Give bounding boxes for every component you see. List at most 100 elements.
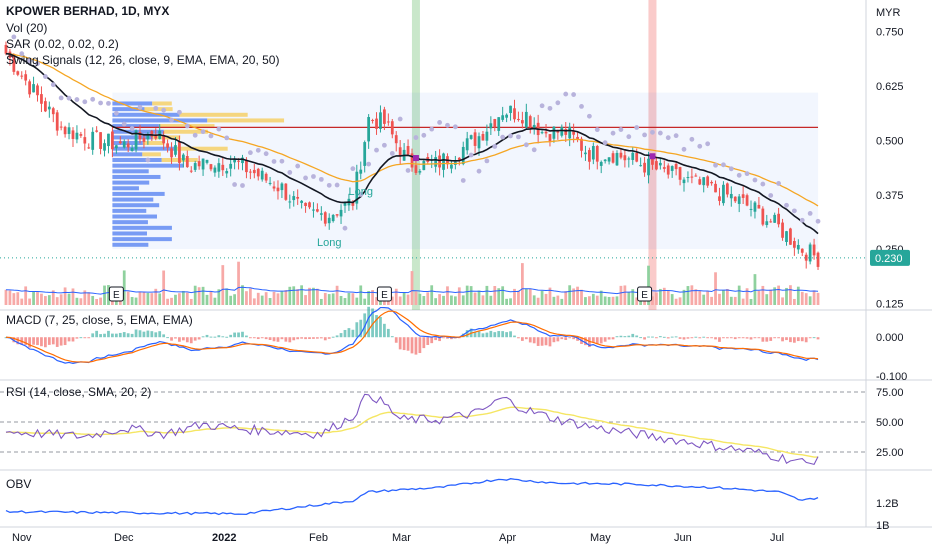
- candle-body[interactable]: [493, 119, 497, 128]
- candle-body[interactable]: [627, 158, 631, 160]
- candle-body[interactable]: [729, 193, 733, 199]
- candle-body[interactable]: [237, 160, 240, 162]
- candle-body[interactable]: [509, 105, 512, 114]
- candle-body[interactable]: [4, 44, 8, 54]
- candle-body[interactable]: [702, 177, 706, 186]
- candle-body[interactable]: [233, 158, 236, 163]
- candle-body[interactable]: [375, 118, 378, 129]
- candle-body[interactable]: [588, 150, 591, 162]
- candle-body[interactable]: [296, 196, 300, 199]
- candle-body[interactable]: [229, 163, 233, 169]
- candle-body[interactable]: [103, 143, 106, 151]
- candle-body[interactable]: [138, 132, 142, 140]
- candle-body[interactable]: [658, 162, 662, 166]
- candle-body[interactable]: [276, 187, 280, 192]
- candle-body[interactable]: [225, 171, 229, 174]
- candle-body[interactable]: [733, 196, 737, 202]
- candle-body[interactable]: [174, 145, 177, 155]
- candle-body[interactable]: [59, 126, 63, 128]
- candle-body[interactable]: [477, 136, 481, 149]
- candle-body[interactable]: [398, 147, 402, 157]
- candle-body[interactable]: [603, 159, 607, 162]
- candle-body[interactable]: [126, 143, 130, 148]
- candle-body[interactable]: [710, 182, 713, 184]
- candle-body[interactable]: [319, 213, 323, 215]
- candle-body[interactable]: [363, 142, 367, 166]
- candle-body[interactable]: [698, 179, 702, 185]
- candle-body[interactable]: [678, 167, 682, 180]
- candle-body[interactable]: [662, 167, 666, 169]
- candle-body[interactable]: [146, 134, 150, 140]
- candle-body[interactable]: [737, 196, 741, 204]
- candle-body[interactable]: [816, 252, 820, 267]
- symbol-title[interactable]: KPOWER BERHAD, 1D, MYX: [6, 4, 170, 18]
- candle-body[interactable]: [722, 184, 725, 204]
- candle-body[interactable]: [457, 157, 461, 160]
- candle-body[interactable]: [63, 126, 67, 135]
- candle-body[interactable]: [690, 176, 694, 178]
- candle-body[interactable]: [178, 141, 181, 163]
- candle-body[interactable]: [666, 165, 670, 175]
- candle-body[interactable]: [245, 160, 248, 173]
- candle-body[interactable]: [406, 146, 410, 155]
- candle-body[interactable]: [524, 111, 528, 128]
- candle-body[interactable]: [422, 161, 426, 171]
- obv-legend[interactable]: OBV: [6, 477, 32, 491]
- candle-body[interactable]: [442, 153, 445, 170]
- candle-body[interactable]: [111, 131, 114, 150]
- macd-legend[interactable]: MACD (7, 25, close, 5, EMA, EMA): [6, 313, 193, 327]
- candle-body[interactable]: [288, 201, 292, 203]
- candle-body[interactable]: [418, 171, 422, 173]
- candle-body[interactable]: [118, 141, 122, 144]
- candle-body[interactable]: [414, 165, 418, 173]
- candle-body[interactable]: [674, 163, 678, 170]
- candle-body[interactable]: [552, 126, 556, 139]
- candle-body[interactable]: [316, 209, 319, 212]
- candle-body[interactable]: [631, 152, 635, 160]
- candle-body[interactable]: [67, 127, 71, 134]
- candle-body[interactable]: [323, 212, 327, 224]
- candle-body[interactable]: [217, 163, 221, 172]
- candle-body[interactable]: [221, 164, 225, 171]
- candle-body[interactable]: [47, 106, 51, 110]
- candle-body[interactable]: [485, 131, 489, 141]
- candle-body[interactable]: [327, 217, 331, 224]
- candle-body[interactable]: [193, 163, 197, 170]
- candle-body[interactable]: [505, 114, 508, 118]
- candle-body[interactable]: [304, 202, 307, 206]
- candle-body[interactable]: [792, 241, 796, 248]
- candle-body[interactable]: [528, 116, 532, 127]
- candle-body[interactable]: [40, 94, 43, 104]
- candle-body[interactable]: [205, 159, 209, 163]
- candle-body[interactable]: [584, 152, 587, 155]
- candle-body[interactable]: [745, 195, 749, 206]
- candle-body[interactable]: [785, 231, 788, 243]
- candle-body[interactable]: [142, 137, 146, 142]
- candle-body[interactable]: [757, 204, 761, 209]
- candle-body[interactable]: [209, 164, 213, 170]
- candle-body[interactable]: [489, 123, 493, 129]
- candle-body[interactable]: [781, 222, 784, 238]
- candle-body[interactable]: [725, 183, 729, 195]
- candle-body[interactable]: [714, 183, 717, 193]
- candle-body[interactable]: [197, 161, 201, 167]
- price-pane[interactable]: Long Long E E E: [0, 34, 866, 305]
- sar-legend[interactable]: SAR (0.02, 0.02, 0.2): [6, 37, 119, 51]
- candle-body[interactable]: [473, 132, 477, 146]
- volume-legend[interactable]: Vol (20): [6, 21, 48, 35]
- candle-body[interactable]: [51, 108, 55, 115]
- candle-body[interactable]: [181, 154, 185, 161]
- candle-body[interactable]: [189, 170, 193, 172]
- candle-body[interactable]: [513, 108, 516, 120]
- candle-body[interactable]: [99, 132, 102, 149]
- candle-body[interactable]: [611, 153, 615, 163]
- candle-body[interactable]: [379, 112, 382, 129]
- candle-body[interactable]: [284, 183, 288, 200]
- candle-body[interactable]: [591, 146, 595, 160]
- candle-body[interactable]: [520, 120, 524, 124]
- candle-body[interactable]: [331, 214, 335, 222]
- candle-body[interactable]: [308, 202, 311, 208]
- candle-body[interactable]: [800, 248, 804, 253]
- candle-body[interactable]: [682, 179, 686, 184]
- candle-body[interactable]: [497, 117, 501, 131]
